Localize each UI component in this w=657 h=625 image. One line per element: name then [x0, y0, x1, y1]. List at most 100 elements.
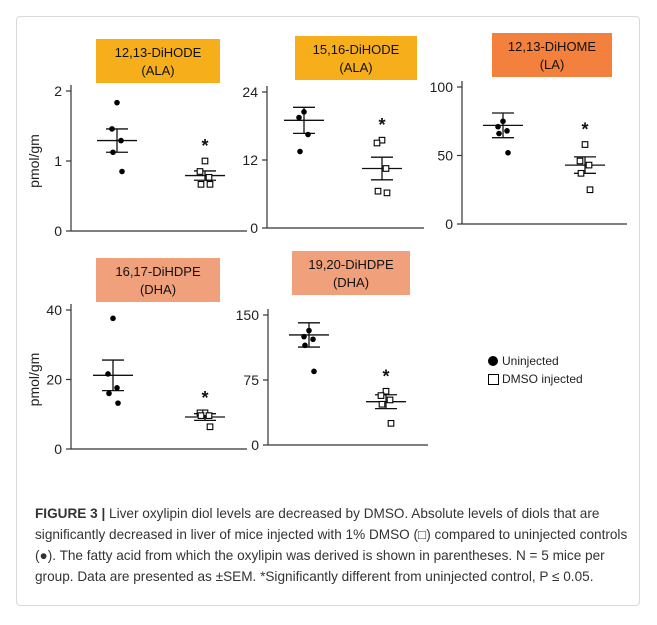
uninjected-point	[118, 137, 124, 144]
y-tick-label: 1	[54, 153, 62, 169]
y-tick-label: 0	[251, 437, 259, 453]
uninjected-point	[301, 333, 307, 340]
significance-asterisk: *	[382, 366, 389, 386]
y-tick-label: 75	[243, 372, 259, 388]
y-tick-label: 100	[430, 79, 454, 95]
caption-text: Liver oxylipin diol levels are decreased…	[35, 506, 628, 584]
significance-asterisk: *	[378, 115, 385, 135]
dmso-point	[576, 157, 584, 165]
plot-panel-1: 12,13-DiHODE (ALA) 0 1 2 pmol/gm *	[26, 39, 247, 239]
uninjected-point	[305, 131, 311, 138]
dmso-point	[387, 419, 395, 427]
plot-panel-5: 19,20-DiHDPE (DHA) 0 75 150 *	[236, 251, 428, 453]
filled-circle-icon	[488, 356, 498, 366]
significance-asterisk: *	[201, 388, 208, 408]
fatty-acid-source: (ALA)	[339, 60, 372, 75]
dmso-point	[577, 169, 585, 177]
uninjected-point	[496, 130, 502, 137]
uninjected-point	[119, 168, 125, 175]
dmso-point	[197, 412, 205, 419]
dmso-point	[197, 180, 205, 188]
compound-label-box	[292, 251, 410, 295]
compound-label-box	[492, 33, 612, 77]
figure-caption: FIGURE 3 | Liver oxylipin diol levels ar…	[35, 503, 635, 587]
uninjected-point	[296, 114, 302, 121]
figure-panel: 12,13-DiHODE (ALA) 0 1 2 pmol/gm * 15,16-DiHODE…	[16, 16, 640, 606]
y-tick-label: 40	[46, 302, 62, 318]
uninjected-point	[504, 128, 510, 134]
y-tick-label: 2	[54, 83, 62, 99]
plot-panel-4: 16,17-DiHDPE (DHA) 0 20 40 pmol/gm *	[26, 258, 247, 457]
caption-label: FIGURE 3 |	[35, 506, 106, 521]
uninjected-point	[297, 148, 303, 155]
dmso-point	[196, 168, 204, 175]
y-axis-label: pmol/gm	[26, 134, 42, 188]
uninjected-point	[115, 400, 121, 406]
dmso-point	[586, 186, 594, 194]
uninjected-point	[310, 336, 316, 343]
y-tick-label: 0	[54, 223, 62, 239]
fatty-acid-source: (DHA)	[140, 282, 176, 297]
uninjected-point	[110, 315, 116, 322]
uninjected-point	[114, 99, 120, 106]
dmso-point	[378, 400, 386, 408]
dmso-point	[205, 173, 213, 181]
uninjected-point	[106, 390, 112, 397]
uninjected-point	[110, 149, 116, 156]
compound-label-box	[295, 36, 417, 80]
dmso-point	[585, 161, 593, 169]
dmso-point	[205, 412, 213, 419]
dmso-point	[373, 139, 381, 147]
uninjected-point	[500, 118, 506, 125]
y-axis-label: pmol/gm	[26, 353, 42, 407]
dmso-point	[374, 187, 382, 195]
uninjected-point	[306, 327, 312, 334]
significance-asterisk: *	[581, 120, 588, 140]
uninjected-point	[114, 385, 120, 391]
legend: Uninjected DMSO injected	[488, 352, 583, 388]
y-tick-label: 24	[242, 84, 258, 100]
compound-name: 12,13-DiHODE	[115, 45, 202, 60]
dmso-point	[206, 180, 214, 188]
compound-label-box	[96, 39, 220, 83]
uninjected-point	[302, 342, 308, 349]
dmso-point	[581, 141, 589, 148]
y-tick-label: 150	[236, 307, 260, 323]
legend-item-dmso: DMSO injected	[488, 370, 583, 388]
uninjected-point	[311, 368, 317, 375]
compound-label-box	[96, 258, 220, 302]
plot-panel-2: 15,16-DiHODE (ALA) 0 12 24 *	[242, 36, 424, 236]
uninjected-point	[109, 126, 115, 132]
dmso-point	[382, 387, 390, 395]
fatty-acid-source: (ALA)	[141, 63, 174, 78]
compound-name: 12,13-DiHOME	[508, 39, 596, 54]
fatty-acid-source: (LA)	[540, 57, 565, 72]
compound-name: 16,17-DiHDPE	[115, 264, 201, 279]
legend-label-dmso: DMSO injected	[502, 372, 583, 386]
y-tick-label: 12	[242, 152, 258, 168]
compound-name: 15,16-DiHODE	[313, 42, 400, 57]
dmso-point	[382, 165, 390, 172]
uninjected-point	[105, 371, 111, 377]
y-tick-label: 20	[46, 372, 62, 388]
dmso-point	[377, 392, 385, 399]
legend-label-uninjected: Uninjected	[502, 354, 559, 368]
significance-asterisk: *	[201, 136, 208, 156]
y-tick-label: 0	[445, 216, 453, 232]
plot-panel-3: 12,13-DiHOME (LA) 0 50 100 *	[430, 33, 627, 232]
y-tick-label: 50	[437, 148, 453, 164]
dmso-point	[201, 157, 209, 165]
uninjected-point	[495, 123, 501, 130]
uninjected-point	[505, 149, 511, 156]
y-tick-label: 0	[250, 220, 258, 236]
dmso-point	[386, 396, 394, 404]
compound-name: 19,20-DiHDPE	[308, 257, 394, 272]
dmso-point	[383, 189, 391, 197]
legend-item-uninjected: Uninjected	[488, 352, 583, 370]
open-square-icon	[488, 373, 499, 385]
dmso-point	[206, 423, 214, 431]
y-tick-label: 0	[54, 441, 62, 457]
uninjected-point	[301, 109, 307, 115]
fatty-acid-source: (DHA)	[333, 275, 369, 290]
